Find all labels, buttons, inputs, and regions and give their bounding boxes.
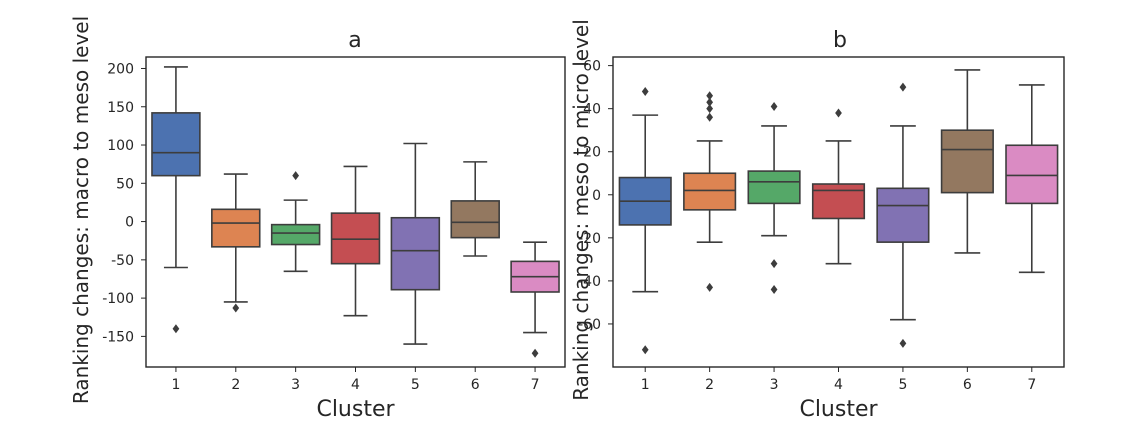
iqr-box	[211, 208, 261, 248]
box-cluster-3	[270, 171, 321, 273]
box-cluster-6	[450, 161, 500, 257]
x-axis-title: Cluster	[799, 397, 878, 422]
panel-title: b	[833, 28, 847, 53]
box-cluster-7	[510, 241, 560, 358]
iqr-box	[1005, 144, 1059, 205]
box-cluster-1	[151, 66, 201, 334]
outlier-point	[770, 102, 778, 112]
y-tick-label: -20	[578, 231, 601, 247]
outlier-point	[899, 82, 907, 92]
outlier-point	[706, 91, 714, 101]
outlier-point	[706, 112, 714, 122]
x-tick-label: 7	[531, 377, 540, 393]
box-cluster-1	[618, 86, 672, 355]
outlier-point	[899, 338, 907, 348]
outlier-point	[835, 108, 842, 118]
outlier-point	[292, 171, 300, 181]
y-tick-label: 200	[107, 61, 134, 77]
y-tick-label: 0	[592, 188, 601, 204]
y-tick-label: 50	[116, 176, 134, 192]
box-cluster-5	[876, 82, 930, 348]
outlier-point	[706, 104, 714, 114]
y-tick-label: 0	[125, 215, 134, 231]
iqr-box	[940, 129, 994, 194]
outlier-point	[641, 345, 649, 355]
x-tick-label: 2	[705, 377, 714, 393]
y-tick-label: 150	[107, 100, 134, 116]
iqr-box	[683, 172, 737, 211]
outlier-point	[232, 303, 240, 313]
y-tick-label: 60	[583, 59, 601, 75]
outlier-point	[770, 285, 778, 294]
iqr-box	[390, 216, 441, 291]
y-tick-label: -40	[578, 274, 601, 290]
x-tick-label: 5	[898, 377, 907, 393]
y-axis-title: Ranking changes: meso to micro level	[569, 19, 593, 401]
y-tick-label: 20	[583, 145, 601, 161]
y-tick-label: -150	[102, 329, 134, 345]
y-tick-label: 40	[583, 102, 601, 118]
plot-frame	[145, 56, 566, 368]
panel-b: b Ranking changes: meso to micro level Clu…	[569, 19, 1065, 422]
x-tick-label: 2	[231, 377, 240, 393]
box-cluster-3	[747, 102, 801, 294]
x-tick-label: 5	[411, 377, 420, 393]
x-axis-title: Cluster	[316, 397, 395, 422]
x-tick-label: 4	[351, 377, 360, 393]
outlier-point	[531, 348, 539, 358]
x-tick-label: 1	[171, 377, 180, 393]
box-cluster-2	[683, 91, 737, 292]
box-cluster-7	[1005, 84, 1059, 274]
outlier-point	[641, 86, 649, 96]
box-cluster-4	[811, 108, 866, 265]
iqr-box	[450, 200, 500, 239]
iqr-box	[811, 183, 866, 220]
box-cluster-2	[211, 173, 261, 313]
box-cluster-6	[940, 69, 994, 254]
iqr-box	[270, 223, 321, 246]
y-tick-label: 100	[107, 138, 134, 154]
y-tick-label: -100	[102, 291, 134, 307]
outlier-point	[172, 324, 180, 334]
outlier-point	[706, 282, 714, 292]
x-tick-label: 3	[291, 377, 300, 393]
box-cluster-4	[330, 165, 381, 317]
iqr-box	[876, 187, 930, 243]
y-tick-label: -60	[578, 317, 601, 333]
y-tick-label: -50	[111, 253, 134, 269]
panel-a: a Ranking changes: macro to meso level Clu…	[69, 16, 566, 422]
outlier-point	[770, 259, 778, 269]
x-tick-label: 3	[770, 377, 779, 393]
x-tick-label: 6	[471, 377, 480, 393]
x-tick-label: 7	[1027, 377, 1036, 393]
iqr-box	[747, 170, 801, 205]
x-tick-label: 6	[963, 377, 972, 393]
iqr-box	[151, 112, 201, 177]
x-tick-label: 1	[641, 377, 650, 393]
panel-title: a	[348, 28, 361, 53]
plot-frame	[612, 56, 1065, 368]
outlier-point	[706, 97, 714, 107]
y-axis-title: Ranking changes: macro to meso level	[69, 16, 93, 404]
x-tick-label: 4	[834, 377, 843, 393]
box-cluster-5	[390, 142, 441, 345]
